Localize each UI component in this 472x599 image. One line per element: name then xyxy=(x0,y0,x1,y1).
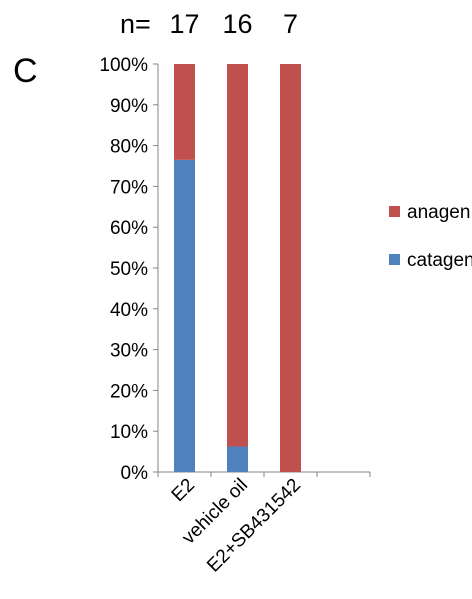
n-labels: 17 16 7 xyxy=(169,9,298,39)
legend-label-catagen: catagen xyxy=(407,250,472,271)
y-tick-label: 20% xyxy=(110,381,148,402)
legend: anagen catagen xyxy=(389,202,472,271)
y-axis: 0% 10% 20% 30% 40% 50% 60% 70% 80% 90% 100% xyxy=(99,55,159,484)
y-tick-label: 70% xyxy=(110,177,148,198)
y-tick-label: 0% xyxy=(121,463,149,484)
n-value-label: 7 xyxy=(283,9,298,39)
y-tick-label: 40% xyxy=(110,300,148,321)
bar-segment-catagen xyxy=(174,159,195,472)
bar-segment-catagen xyxy=(227,446,248,472)
panel-label: C xyxy=(13,52,38,90)
y-tick-label: 80% xyxy=(110,137,148,158)
y-tick-label: 30% xyxy=(110,341,148,362)
bar-segment-anagen xyxy=(280,64,301,472)
legend-swatch-catagen xyxy=(389,254,400,265)
y-tick-label: 100% xyxy=(99,55,148,76)
n-prefix: n= xyxy=(120,9,151,39)
x-category-label: E2 xyxy=(168,475,199,506)
y-tick-label: 50% xyxy=(110,259,148,280)
bar-segment-anagen xyxy=(227,64,248,447)
y-tick-label: 60% xyxy=(110,218,148,239)
bar-segment-anagen xyxy=(174,64,195,160)
n-value-label: 16 xyxy=(222,9,252,39)
x-category-label: E2+SB431542 xyxy=(203,475,305,577)
bars xyxy=(174,64,301,472)
y-tick-label: 10% xyxy=(110,422,148,443)
legend-label-anagen: anagen xyxy=(407,202,470,223)
legend-swatch-anagen xyxy=(389,206,400,217)
y-tick-label: 90% xyxy=(110,96,148,117)
n-value-label: 17 xyxy=(169,9,199,39)
